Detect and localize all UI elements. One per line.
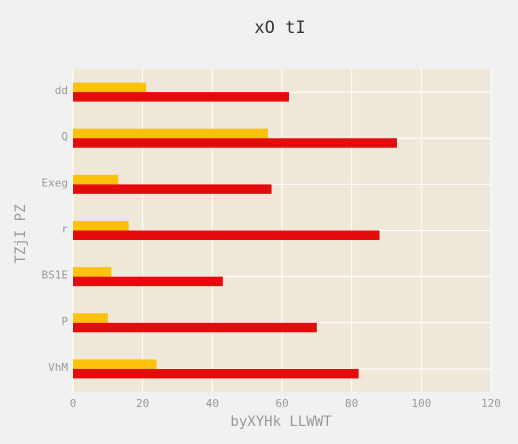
- bar-r-series-2: [73, 231, 380, 241]
- x-tick-label: 0: [70, 397, 77, 410]
- bar-VhM-series-2: [73, 369, 359, 379]
- x-tick-label: 40: [206, 397, 219, 410]
- chart-title: xO tI: [254, 18, 305, 38]
- bar-Exeg-series-1: [73, 175, 118, 185]
- bar-P-series-2: [73, 323, 317, 333]
- x-tick-label: 80: [345, 397, 358, 410]
- y-tick-label: r: [61, 223, 68, 236]
- y-tick-label: P: [61, 315, 68, 328]
- bar-Q-series-1: [73, 129, 268, 139]
- bar-P-series-1: [73, 313, 108, 323]
- y-axis-label: TZjI PZ: [13, 204, 29, 263]
- bar-BS1E-series-2: [73, 277, 223, 287]
- y-tick-label: Q: [61, 130, 68, 143]
- y-tick-label: BS1E: [42, 269, 69, 282]
- y-tick-label: dd: [55, 84, 68, 97]
- y-tick-label: VhM: [48, 361, 68, 374]
- x-axis-label: byXYHk LLWWT: [230, 414, 332, 430]
- x-tick-label: 120: [481, 397, 501, 410]
- bar-r-series-1: [73, 221, 129, 231]
- bar-dd-series-2: [73, 92, 289, 102]
- bar-VhM-series-1: [73, 359, 157, 369]
- x-tick-label: 60: [275, 397, 288, 410]
- bar-BS1E-series-1: [73, 267, 111, 277]
- y-tick-label: Exeg: [42, 176, 69, 189]
- bar-Exeg-series-2: [73, 184, 272, 194]
- x-tick-label: 100: [411, 397, 431, 410]
- bar-Q-series-2: [73, 138, 397, 148]
- x-tick-label: 20: [136, 397, 149, 410]
- bar-dd-series-1: [73, 83, 146, 93]
